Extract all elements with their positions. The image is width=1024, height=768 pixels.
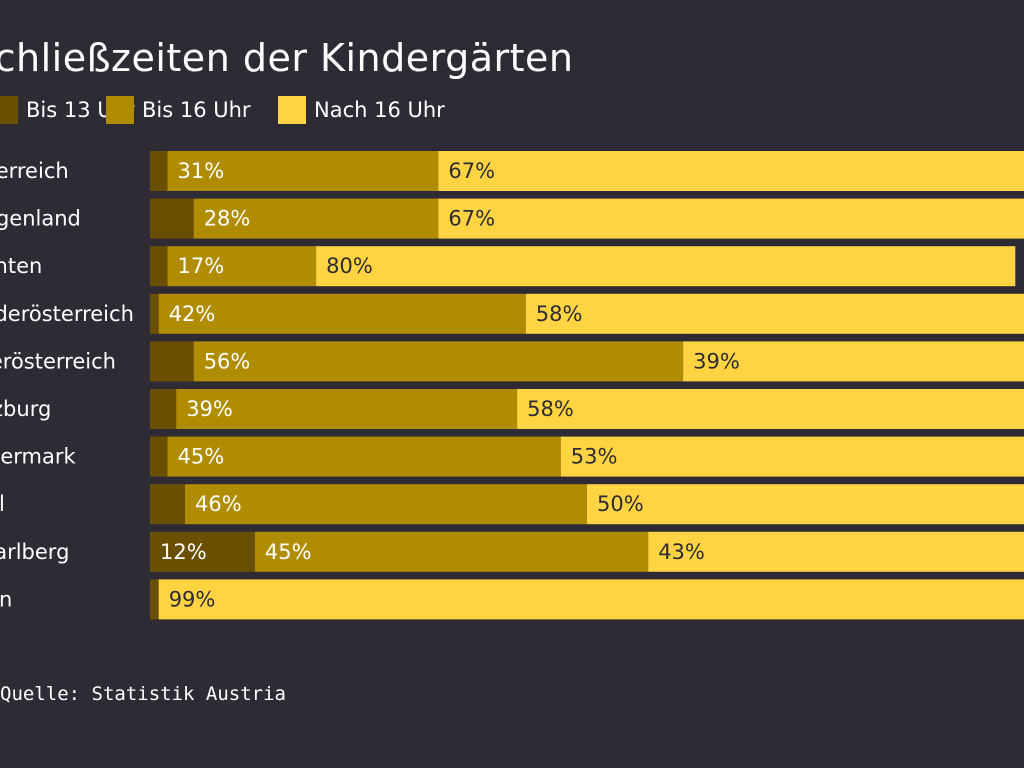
data-label: 56%: [204, 349, 251, 373]
bar-segment-row-3-series-0: [150, 294, 159, 334]
category-label: Salzburg: [0, 397, 51, 421]
bar-segment-row-5-series-2: [517, 389, 1024, 429]
data-label: 58%: [527, 397, 574, 421]
data-label: 53%: [571, 445, 618, 469]
data-label: 67%: [448, 207, 495, 231]
bar-segment-row-7-series-0: [150, 484, 185, 524]
data-label: 67%: [448, 159, 495, 183]
bar-segment-row-6-series-0: [150, 437, 168, 477]
category-label: Wien: [0, 587, 12, 611]
data-label: 43%: [658, 540, 705, 564]
bar-segment-row-9-series-2: [159, 579, 1024, 619]
category-label: Niederösterreich: [0, 302, 134, 326]
data-label: 12%: [160, 540, 207, 564]
data-label: 31%: [178, 159, 225, 183]
bar-segment-row-9-series-0: [150, 579, 159, 619]
data-label: 99%: [169, 587, 216, 611]
category-label: Oberösterreich: [0, 349, 116, 373]
category-label: Österreich: [0, 158, 69, 183]
bar-segment-row-2-series-0: [150, 246, 168, 286]
bar-segment-row-4-series-1: [194, 341, 683, 381]
bar-segment-row-4-series-0: [150, 341, 194, 381]
data-label: 80%: [326, 254, 373, 278]
bar-segment-row-0-series-0: [150, 151, 168, 191]
bar-segment-row-8-series-1: [255, 532, 648, 572]
bar-segment-row-1-series-0: [150, 199, 194, 239]
bar-segment-row-3-series-2: [526, 294, 1024, 334]
bar-segment-row-0-series-2: [438, 151, 1024, 191]
data-label: 39%: [186, 397, 233, 421]
category-label: Steiermark: [0, 445, 76, 469]
bar-segment-row-6-series-2: [561, 437, 1024, 477]
data-label: 50%: [597, 492, 644, 516]
stacked-bar-chart: Österreich 31% 67% Burgenland 28% 67% Kärnten 1…: [0, 0, 1024, 768]
bar-segment-row-7-series-1: [185, 484, 587, 524]
data-label: 28%: [204, 207, 251, 231]
category-label: Burgenland: [0, 207, 81, 231]
data-label: 45%: [265, 540, 312, 564]
source-note: Quelle: Statistik Austria: [0, 683, 286, 705]
data-label: 39%: [693, 349, 740, 373]
data-label: 45%: [178, 445, 225, 469]
category-label: Tirol: [0, 492, 5, 516]
bar-segment-row-5-series-0: [150, 389, 176, 429]
data-label: 42%: [169, 302, 216, 326]
bar-segment-row-1-series-2: [438, 199, 1024, 239]
data-label: 46%: [195, 492, 242, 516]
category-label: Vorarlberg: [0, 540, 69, 564]
data-label: 58%: [536, 302, 583, 326]
data-label: 17%: [178, 254, 225, 278]
bar-segment-row-2-series-2: [316, 246, 1015, 286]
category-label: Kärnten: [0, 254, 42, 278]
bar-segment-row-7-series-2: [587, 484, 1024, 524]
bar-segment-row-6-series-1: [168, 437, 561, 477]
